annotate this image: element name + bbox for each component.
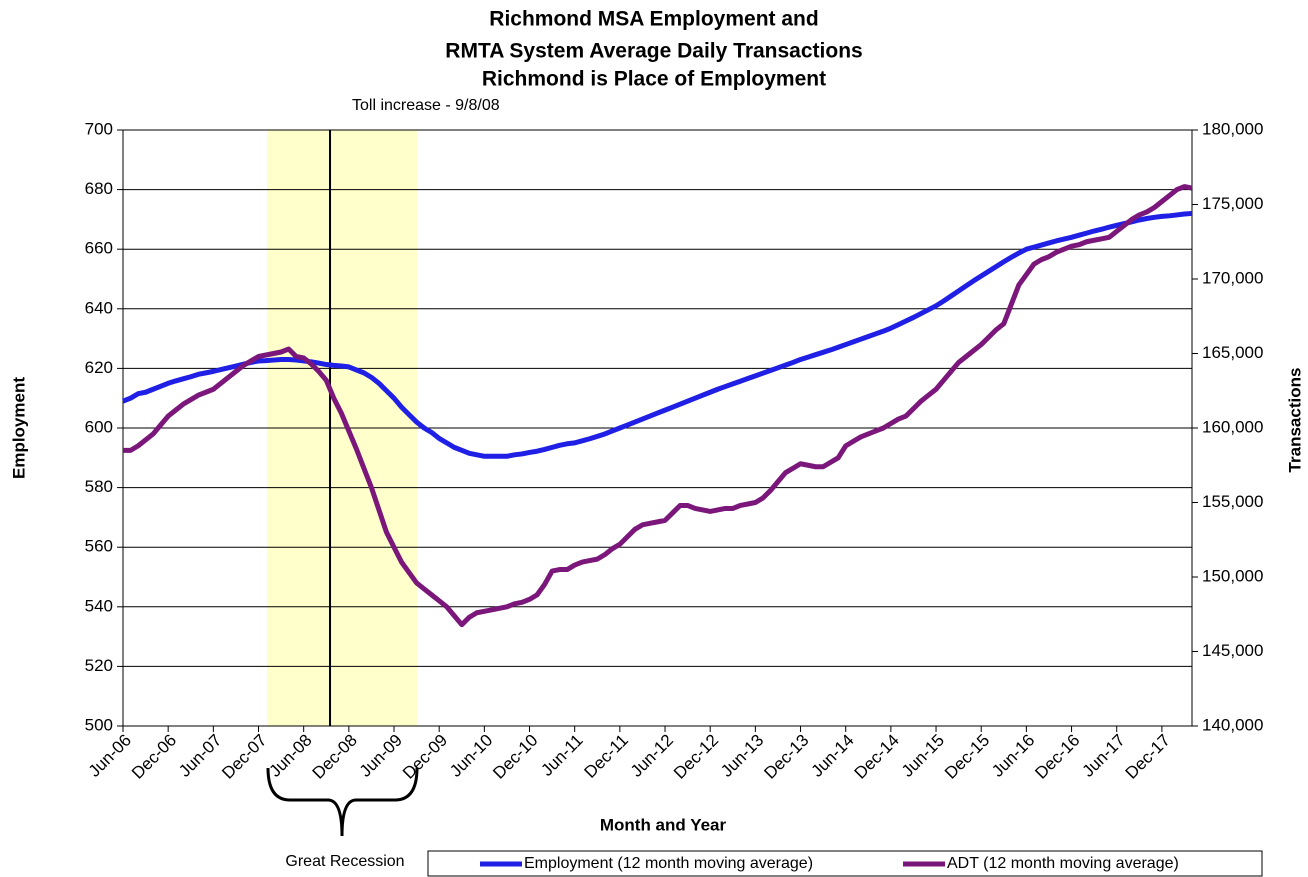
recession-brace — [266, 767, 419, 837]
y-tick-label: 500 — [85, 715, 113, 734]
y2-tick-label: 145,000 — [1202, 641, 1263, 660]
y-tick-label: 680 — [85, 179, 113, 198]
x-tick-label: Dec-10 — [489, 731, 541, 783]
legend-box — [427, 850, 1263, 877]
x-tick-label: Jun-06 — [85, 731, 135, 781]
x-axis-title: Month and Year — [600, 815, 727, 834]
y-tick-label: 600 — [85, 417, 113, 436]
x-tick-label: Jun-10 — [446, 731, 496, 781]
x-tick-label: Jun-09 — [356, 731, 406, 781]
x-tick-label: Dec-11 — [581, 731, 632, 782]
y2-axis-title: Transactions — [1285, 368, 1304, 473]
y2-tick-label: 160,000 — [1202, 417, 1263, 436]
x-tick-label: Jun-12 — [627, 731, 677, 781]
x-tick-label: Dec-14 — [851, 731, 903, 783]
x-tick-label: Dec-16 — [1031, 731, 1083, 783]
x-tick-label: Dec-09 — [399, 731, 451, 783]
x-tick-label: Jun-14 — [808, 731, 858, 781]
plot-border — [122, 129, 1193, 727]
y2-tick-label: 165,000 — [1202, 343, 1263, 362]
legend-label: Employment (12 month moving average) — [524, 855, 813, 872]
series-line — [123, 184, 1193, 628]
x-tick-label: Dec-07 — [218, 731, 270, 783]
x-tick-label: Jun-13 — [717, 731, 767, 781]
y2-tick-label: 155,000 — [1202, 492, 1263, 511]
x-tick-label: Dec-12 — [670, 731, 722, 783]
y-tick-label: 520 — [85, 656, 113, 675]
annotation: Toll increase - 9/8/08 — [352, 97, 500, 114]
y2-tick-label: 150,000 — [1202, 566, 1263, 585]
x-tick-label: Dec-13 — [760, 731, 812, 783]
y-tick-label: 620 — [85, 358, 113, 377]
x-tick-label: Jun-15 — [898, 731, 948, 781]
x-tick-label: Jun-16 — [988, 731, 1038, 781]
y2-tick-label: 175,000 — [1202, 194, 1263, 213]
y-tick-label: 580 — [85, 477, 113, 496]
y-tick-label: 560 — [85, 537, 113, 556]
chart-title: RMTA System Average Daily Transactions — [445, 40, 862, 63]
y-axis-title: Employment — [9, 377, 28, 479]
y-tick-label: 540 — [85, 596, 113, 615]
x-tick-label: Dec-17 — [1122, 731, 1174, 783]
x-tick-label: Dec-15 — [941, 731, 993, 783]
series-line — [122, 210, 1193, 459]
y-tick-label: 700 — [85, 119, 113, 138]
x-tick-label: Jun-08 — [265, 731, 315, 781]
chart-title: Richmond MSA Employment and — [489, 8, 818, 31]
legend-label: ADT (12 month moving average) — [947, 855, 1179, 872]
y-tick-label: 640 — [85, 298, 113, 317]
y2-tick-label: 180,000 — [1202, 119, 1263, 138]
y2-tick-label: 140,000 — [1202, 715, 1263, 734]
x-tick-label: Dec-08 — [309, 731, 361, 783]
x-tick-label: Jun-11 — [537, 731, 586, 780]
y-tick-label: 660 — [85, 239, 113, 258]
x-tick-label: Jun-07 — [175, 731, 225, 781]
x-tick-label: Dec-06 — [128, 731, 180, 783]
x-tick-label: Jun-17 — [1079, 731, 1129, 781]
annotation: Great Recession — [285, 853, 404, 870]
y2-tick-label: 170,000 — [1202, 268, 1263, 287]
chart-title: Richmond is Place of Employment — [482, 68, 826, 91]
